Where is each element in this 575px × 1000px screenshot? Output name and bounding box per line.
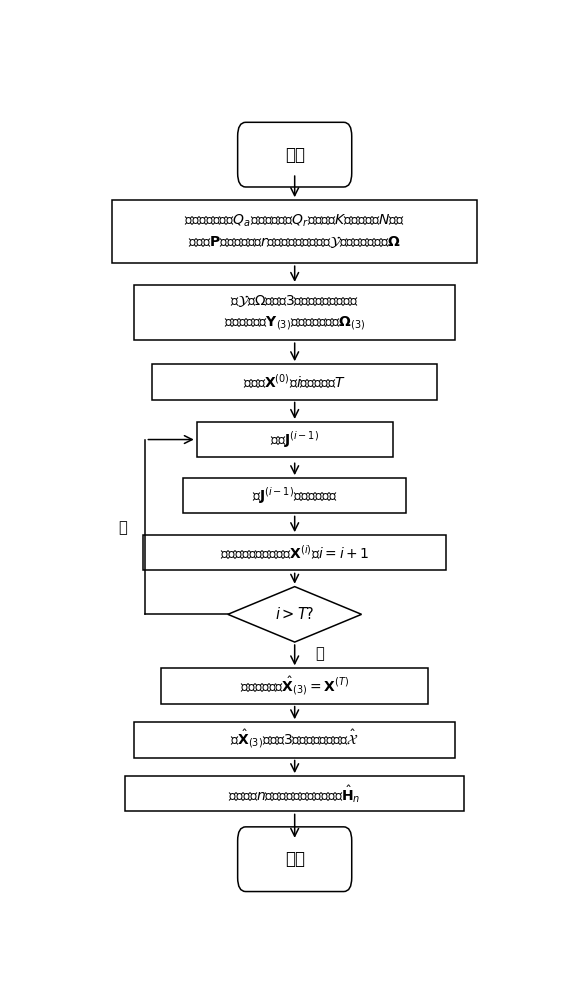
Text: 由左右奇异值向量计算$\mathbf{X}^{(i)}$，$i=i+1$: 由左右奇异值向量计算$\mathbf{X}^{(i)}$，$i=i+1$	[220, 543, 370, 562]
Text: 初始化$\mathbf{X}^{(0)}$，$i$，迭代次数$T$: 初始化$\mathbf{X}^{(0)}$，$i$，迭代次数$T$	[243, 372, 346, 391]
Bar	[161, 668, 428, 704]
Text: 否: 否	[119, 521, 128, 536]
Polygon shape	[228, 587, 362, 642]
Bar	[134, 285, 455, 340]
Bar	[183, 478, 406, 513]
Bar	[125, 776, 464, 811]
Text: 获得基站天线数$Q_a$，射频链路数$Q_r$，用户数$K$，子载波数$N$，导
频矩阵$\mathbf{P}$，核范数限制$r$，采样接收信号张量$\math: 获得基站天线数$Q_a$，射频链路数$Q_r$，用户数$K$，子载波数$N$，导…	[184, 213, 405, 250]
Text: 对$\mathbf{J}^{(i-1)}$作奇异值分解: 对$\mathbf{J}^{(i-1)}$作奇异值分解	[252, 485, 338, 506]
FancyBboxPatch shape	[237, 122, 352, 187]
FancyBboxPatch shape	[237, 827, 352, 892]
Bar	[152, 364, 438, 400]
Bar	[112, 200, 477, 263]
Text: 开始: 开始	[285, 146, 305, 164]
Text: 输出估计矩阵$\hat{\mathbf{X}}_{(3)} = \mathbf{X}^{(T)}$: 输出估计矩阵$\hat{\mathbf{X}}_{(3)} = \mathbf{…	[240, 674, 350, 698]
Text: 是: 是	[315, 646, 324, 661]
Text: 结束: 结束	[285, 850, 305, 868]
Text: 对$\hat{\mathbf{X}}_{(3)}$进行模3运算，得估计张量$\hat{\mathcal{X}}$: 对$\hat{\mathbf{X}}_{(3)}$进行模3运算，得估计张量$\h…	[230, 728, 359, 751]
Bar	[197, 422, 393, 457]
Bar	[143, 535, 446, 570]
Text: $i > T$?: $i > T$?	[275, 606, 315, 622]
Text: 对$\mathcal{Y}$和$\Omega$进行模3矩阵化运算，得采样
接收信号矩阵$\mathbf{Y}_{(3)}$和采样坐标矩阵$\mathbf{\Om: 对$\mathcal{Y}$和$\Omega$进行模3矩阵化运算，得采样 接收信…	[224, 293, 366, 332]
Text: 计算$\mathbf{J}^{(i-1)}$: 计算$\mathbf{J}^{(i-1)}$	[270, 429, 319, 450]
Text: 计算出第$n$个子载波上信道估计矩阵$\hat{\mathbf{H}}_n$: 计算出第$n$个子载波上信道估计矩阵$\hat{\mathbf{H}}_n$	[228, 783, 361, 805]
Bar	[134, 722, 455, 758]
